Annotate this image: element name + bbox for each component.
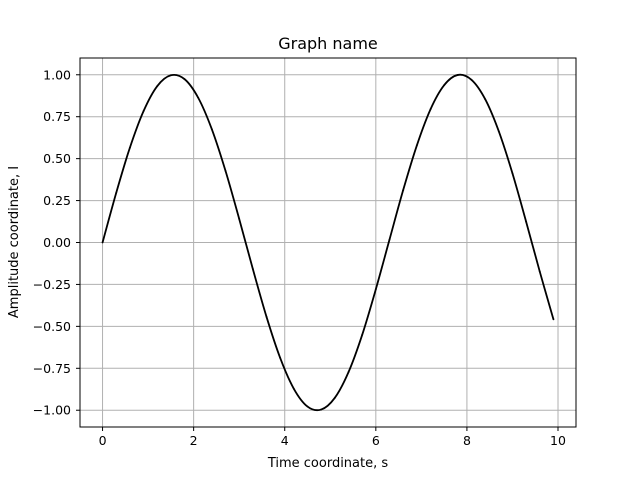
x-tick-label: 2	[190, 433, 198, 448]
data-point	[306, 405, 309, 408]
y-tick-label: −1.00	[33, 403, 71, 418]
data-point	[156, 85, 159, 88]
data-point	[443, 84, 446, 87]
data-point	[456, 74, 459, 76]
data-point	[115, 191, 118, 194]
data-point	[484, 98, 487, 100]
data-point	[538, 270, 541, 273]
y-tick-label: 0.50	[43, 151, 71, 166]
y-tick-label: 1.00	[43, 67, 71, 82]
series-layer	[101, 73, 555, 412]
x-tick-label: 8	[463, 433, 471, 448]
chart-title: Graph name	[278, 34, 378, 53]
y-tick-label: 0.75	[43, 109, 71, 124]
x-tick-label: 10	[550, 433, 566, 448]
x-tick-label: 6	[372, 433, 380, 448]
data-point	[101, 241, 104, 244]
x-axis-label: Time coordinate, s	[267, 456, 389, 471]
data-point	[320, 408, 323, 411]
data-point	[333, 396, 336, 399]
data-point	[169, 74, 172, 77]
data-point	[361, 334, 364, 336]
data-point	[470, 78, 473, 81]
y-tick-label: 0.25	[43, 193, 71, 208]
data-point	[552, 318, 555, 321]
data-point	[525, 220, 528, 223]
axis-ticks: 0 2 4 6 8 10 −1.00 −0.75 −0.50 −0.25 0.00 0.25 0.50 0…	[33, 67, 566, 448]
grid-lines	[80, 58, 576, 427]
x-tick-label: 4	[281, 433, 289, 448]
y-tick-label: 0.00	[43, 235, 71, 250]
data-point	[292, 387, 295, 390]
data-point	[511, 172, 514, 175]
data-point	[210, 128, 213, 131]
data-point	[497, 130, 500, 133]
data-point	[265, 315, 268, 318]
data-point	[142, 110, 145, 113]
data-point	[197, 96, 200, 99]
y-tick-label: −0.25	[33, 277, 71, 292]
data-point	[183, 78, 186, 81]
data-point	[429, 108, 432, 111]
x-tick-label: 0	[99, 433, 107, 448]
y-tick-label: −0.75	[33, 361, 71, 376]
data-point	[388, 238, 391, 241]
data-point	[279, 356, 282, 359]
data-point	[238, 217, 241, 220]
y-tick-label: −0.50	[33, 319, 71, 334]
data-point	[374, 288, 377, 291]
data-point	[415, 144, 418, 147]
data-point	[224, 169, 227, 172]
y-axis-label: Amplitude coordinate, I	[7, 166, 22, 318]
series-line	[101, 73, 555, 412]
data-point	[128, 146, 131, 149]
data-point	[251, 268, 254, 270]
data-point	[347, 371, 350, 374]
data-point	[402, 189, 405, 192]
